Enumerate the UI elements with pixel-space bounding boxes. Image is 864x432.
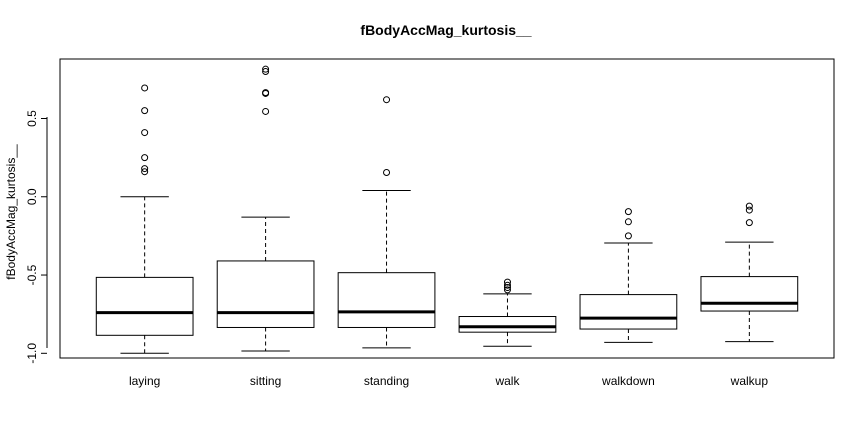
y-axis-label: fBodyAccMag_kurtosis__ [4,144,18,280]
outlier-point [141,129,149,137]
outlier-point [141,168,149,176]
box-standing [337,96,436,349]
box-laying [95,84,194,354]
x-axis: laying sitting standing walk walkdown walkup [129,374,768,388]
iqr-box [337,272,436,328]
outlier-point [745,206,753,214]
box-walk [458,278,557,347]
outlier-point [141,154,149,162]
outlier-point [503,281,511,289]
outlier-point [624,232,632,240]
box-walkdown [579,208,678,343]
iqr-box [579,294,678,330]
outlier-point [624,218,632,226]
outlier-point [503,286,511,294]
outlier-point [624,208,632,216]
outlier-point [141,107,149,115]
iqr-box [700,276,799,312]
box-walkup [700,202,799,343]
x-tick-label: walk [494,374,520,388]
y-tick-label: -1.0 [25,343,39,364]
x-tick-label: standing [364,374,409,388]
chart-title: fBodyAccMag_kurtosis__ [360,22,531,38]
x-tick-label: walkdown [601,374,655,388]
outlier-point [262,65,270,73]
outlier-point [262,107,270,115]
boxes-group [95,65,799,354]
box-sitting [216,65,315,352]
y-tick-label: 0.5 [25,110,39,127]
iqr-box [216,260,315,328]
outlier-point [141,84,149,92]
outlier-point [262,89,270,97]
iqr-box [458,316,557,333]
x-tick-label: walkup [730,374,769,388]
outlier-point [383,96,391,104]
y-tick-label: -0.5 [25,264,39,285]
outlier-point [503,284,511,292]
plot-frame [59,58,835,359]
outlier-point [745,219,753,227]
outlier-point [745,202,753,210]
iqr-box [95,276,194,336]
x-tick-label: laying [129,374,160,388]
outlier-point [262,68,270,76]
outlier-point [503,278,511,286]
y-tick-label: 0.0 [25,188,39,205]
outlier-point [383,168,391,176]
outlier-point [141,165,149,173]
x-tick-label: sitting [250,374,281,388]
y-axis: -1.0 -0.5 0.0 0.5 [25,110,47,364]
